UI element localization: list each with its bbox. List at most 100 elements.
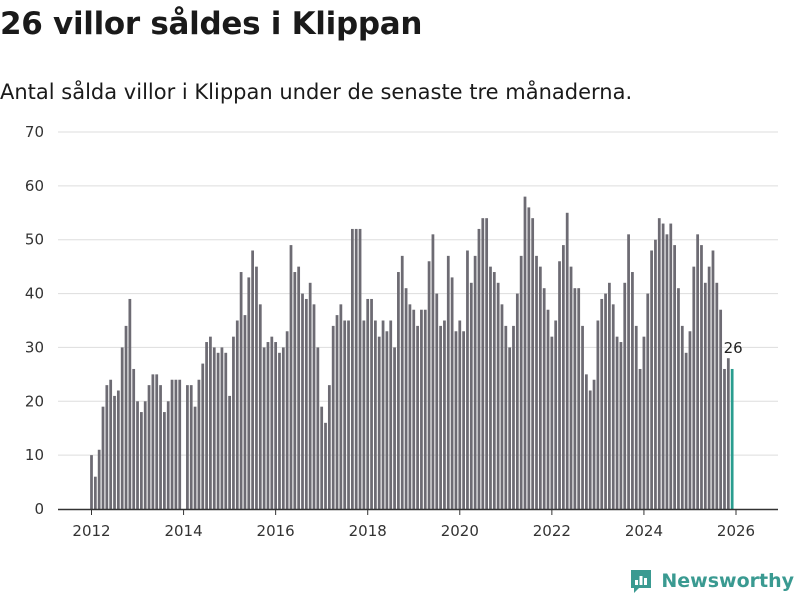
bar — [281, 347, 285, 509]
bar — [623, 282, 627, 509]
bar — [239, 272, 243, 509]
bar — [262, 347, 266, 509]
bar — [354, 228, 358, 509]
bar — [481, 218, 485, 510]
bar — [542, 288, 546, 509]
bar — [443, 320, 446, 509]
bar — [174, 379, 178, 509]
bar — [216, 352, 220, 509]
bar — [531, 218, 535, 510]
bar — [189, 385, 193, 509]
bar — [374, 320, 377, 509]
y-tick-label: 60 — [25, 177, 44, 195]
bar — [205, 342, 208, 509]
bar — [427, 261, 431, 509]
brand-name: Newsworthy — [661, 570, 794, 592]
bar — [661, 223, 665, 509]
bar — [327, 385, 331, 509]
bar — [462, 331, 465, 509]
bar-latest — [730, 368, 734, 509]
bar — [159, 385, 162, 509]
bar — [692, 266, 696, 509]
bar — [178, 379, 182, 509]
bar — [132, 368, 136, 509]
y-tick-label: 20 — [25, 392, 44, 410]
bar — [408, 304, 412, 509]
x-tick-label: 2012 — [72, 522, 110, 540]
bar — [696, 234, 700, 509]
bar — [703, 282, 707, 509]
bar — [473, 255, 477, 509]
bar — [404, 288, 408, 509]
y-tick-label: 70 — [25, 123, 44, 141]
bar — [297, 266, 301, 509]
bar — [654, 239, 657, 509]
bar — [93, 476, 97, 509]
bar — [715, 282, 719, 509]
bar — [228, 395, 231, 509]
x-tick-label: 2020 — [441, 522, 479, 540]
bar — [155, 374, 159, 509]
bar — [136, 401, 139, 509]
bar — [431, 234, 435, 509]
x-tick-label: 2024 — [625, 522, 663, 540]
bar — [600, 298, 604, 509]
y-tick-label: 40 — [25, 285, 44, 303]
bar — [611, 304, 615, 509]
bar — [170, 379, 174, 509]
bar — [508, 347, 512, 509]
bar — [235, 320, 239, 509]
bar — [581, 325, 584, 509]
bar — [166, 401, 170, 509]
bar — [109, 379, 113, 509]
bar — [397, 272, 400, 509]
bar — [201, 363, 205, 509]
x-tick-label: 2022 — [533, 522, 571, 540]
bar — [362, 320, 366, 509]
bar — [657, 218, 661, 510]
bar — [139, 412, 143, 509]
bar — [477, 228, 481, 509]
bar — [523, 196, 527, 509]
bar — [489, 266, 492, 509]
bar — [669, 223, 673, 509]
chart-subtitle: Antal sålda villor i Klippan under de se… — [0, 80, 633, 104]
bar — [492, 272, 496, 509]
bar — [558, 261, 561, 509]
bar — [608, 282, 611, 509]
bar — [604, 293, 607, 509]
bar — [550, 336, 554, 509]
bar — [285, 331, 289, 509]
bar — [538, 266, 542, 509]
bar — [347, 320, 350, 509]
bar — [585, 374, 588, 509]
bar — [450, 277, 454, 509]
y-tick-label: 30 — [25, 338, 44, 356]
bar — [466, 250, 469, 510]
bar — [331, 325, 335, 509]
bar — [592, 379, 596, 509]
bar — [212, 347, 216, 509]
bar — [684, 352, 688, 509]
bar — [650, 250, 653, 510]
bar — [565, 212, 569, 510]
bar — [320, 406, 324, 509]
y-tick-label: 50 — [25, 231, 44, 249]
bar — [569, 266, 573, 509]
bar — [101, 406, 105, 509]
bar — [301, 293, 304, 509]
bar — [224, 352, 228, 509]
latest-value-label: 26 — [724, 339, 743, 357]
bar — [151, 374, 155, 509]
bar — [251, 250, 254, 510]
bar — [420, 309, 423, 509]
bar — [400, 255, 404, 509]
bar — [680, 325, 684, 509]
x-tick-label: 2014 — [164, 522, 202, 540]
bar — [535, 255, 538, 509]
bar — [358, 228, 362, 509]
bar — [381, 320, 385, 509]
bar — [627, 234, 630, 509]
chart-title: 26 villor såldes i Klippan — [0, 6, 423, 42]
